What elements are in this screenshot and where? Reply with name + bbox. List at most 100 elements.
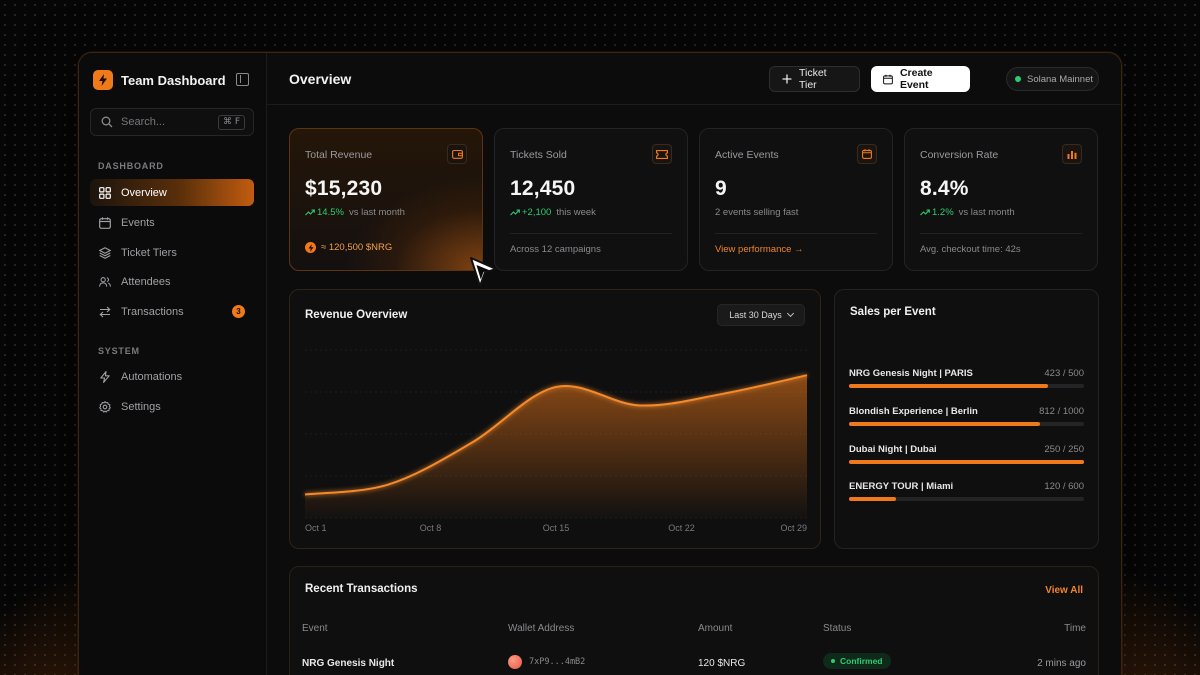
sales-event-count: 812 / 1000 <box>1039 406 1084 417</box>
topbar: Overview Ticket Tier Create Event Solana… <box>267 53 1121 105</box>
calendar-icon <box>857 144 877 164</box>
wallet-icon <box>447 144 467 164</box>
date-range-select[interactable]: Last 30 Days <box>717 304 805 326</box>
trend-up-icon: +2,100 <box>510 207 551 218</box>
section-label-system: SYSTEM <box>98 346 140 356</box>
recent-transactions-title: Recent Transactions <box>305 583 418 595</box>
sidebar-item-label: Events <box>121 216 155 229</box>
stat-trend: 1.2% vs last month <box>920 207 1015 218</box>
bar-chart-icon <box>1062 144 1082 164</box>
trend-value: 14.5% <box>317 207 344 218</box>
sidebar-item-label: Attendees <box>121 275 171 288</box>
sales-per-event-panel: Sales per Event NRG Genesis Night | PARI… <box>834 289 1099 549</box>
network-status[interactable]: Solana Mainnet <box>1006 67 1099 91</box>
grid-icon <box>99 186 111 199</box>
users-icon <box>99 276 111 288</box>
revenue-area <box>305 375 807 518</box>
x-tick-label: Oct 29 <box>780 523 807 533</box>
view-performance-link[interactable]: View performance → <box>715 244 804 255</box>
column-header-wallet[interactable]: Wallet Address <box>508 623 575 634</box>
sidebar-item-label: Transactions <box>121 305 184 318</box>
page-title: Overview <box>289 71 352 87</box>
sidebar-item-transactions[interactable]: Transactions 3 <box>90 298 254 325</box>
tx-amount: 120 $NRG <box>698 658 746 669</box>
ticket-tier-label: Ticket Tier <box>798 67 827 91</box>
sales-event-row[interactable]: NRG Genesis Night | PARIS 423 / 500 <box>849 368 1084 398</box>
tx-event: NRG Genesis Night <box>302 658 395 669</box>
sales-event-row[interactable]: ENERGY TOUR | Miami 120 / 600 <box>849 481 1084 511</box>
sidebar-collapse-icon[interactable] <box>236 73 249 86</box>
bolt-icon <box>99 370 111 383</box>
trend-value: +2,100 <box>522 207 552 218</box>
status-badge: Confirmed <box>823 653 891 669</box>
transactions-count-badge: 3 <box>232 305 245 318</box>
sales-event-row[interactable]: Dubai Night | Dubai 250 / 250 <box>849 444 1084 474</box>
sidebar-item-automations[interactable]: Automations <box>90 363 254 390</box>
date-range-label: Last 30 Days <box>729 310 782 320</box>
sidebar: Team Dashboard Search... ⌘ F DASHBOARD O… <box>79 53 267 675</box>
app-window: Team Dashboard Search... ⌘ F DASHBOARD O… <box>78 52 1122 675</box>
sales-event-count: 423 / 500 <box>1044 368 1084 379</box>
main-content: Overview Ticket Tier Create Event Solana… <box>267 53 1121 675</box>
sidebar-item-overview[interactable]: Overview <box>90 179 254 206</box>
sales-progress-fill <box>849 422 1040 426</box>
nrg-token-icon <box>305 242 316 253</box>
x-tick-label: Oct 22 <box>668 523 695 533</box>
plus-icon <box>782 74 792 84</box>
nrg-equivalent: ≈ 120,500 $NRG <box>305 242 392 253</box>
sales-event-count: 250 / 250 <box>1044 444 1084 455</box>
column-header-event[interactable]: Event <box>302 623 328 634</box>
sales-progress-fill <box>849 460 1084 464</box>
revenue-chart: Oct 1 Oct 8 Oct 15 Oct 22 Oct 29 <box>304 349 808 533</box>
column-header-status[interactable]: Status <box>823 623 852 634</box>
sales-progress-track <box>849 460 1084 464</box>
sidebar-item-label: Automations <box>121 370 183 383</box>
section-label-dashboard: DASHBOARD <box>98 161 164 171</box>
view-all-link[interactable]: View All <box>1045 585 1083 596</box>
sidebar-item-ticket-tiers[interactable]: Ticket Tiers <box>90 239 254 266</box>
search-placeholder: Search... <box>121 116 166 128</box>
sidebar-item-events[interactable]: Events <box>90 209 254 236</box>
wallet-avatar <box>508 655 522 669</box>
sales-progress-fill <box>849 497 896 501</box>
tx-wallet: 7xP9...4mB2 <box>529 657 586 667</box>
sidebar-item-attendees[interactable]: Attendees <box>90 268 254 295</box>
stat-card-tickets-sold[interactable]: Tickets Sold 12,450 +2,100 this week Acr… <box>494 128 688 271</box>
trend-value: 1.2% <box>932 207 954 218</box>
ticket-tier-button[interactable]: Ticket Tier <box>769 66 860 92</box>
create-event-button[interactable]: Create Event <box>871 66 970 92</box>
column-header-time[interactable]: Time <box>1064 623 1086 634</box>
trend-note: this week <box>556 207 596 218</box>
trend-note: vs last month <box>958 207 1015 218</box>
trend-up-icon: 14.5% <box>305 207 344 218</box>
stat-card-conversion-rate[interactable]: Conversion Rate 8.4% 1.2% vs last month … <box>904 128 1098 271</box>
stat-title: Active Events <box>715 149 779 161</box>
chevron-down-icon <box>786 309 794 318</box>
x-tick-label: Oct 8 <box>420 523 442 533</box>
mouse-cursor-icon <box>470 257 497 287</box>
card-divider <box>920 233 1082 234</box>
stat-title: Total Revenue <box>305 149 373 161</box>
create-event-label: Create Event <box>899 67 933 91</box>
search-icon <box>101 116 113 128</box>
sidebar-item-settings[interactable]: Settings <box>90 393 254 420</box>
stat-footer: Avg. checkout time: 42s <box>920 244 1021 255</box>
revenue-overview-title: Revenue Overview <box>305 309 408 321</box>
stat-card-active-events[interactable]: Active Events 9 2 events selling fast Vi… <box>699 128 893 271</box>
stat-card-total-revenue[interactable]: Total Revenue $15,230 14.5% vs last mont… <box>289 128 483 271</box>
stat-value: 9 <box>715 177 727 200</box>
recent-transactions-panel: Recent Transactions View All Event Walle… <box>289 566 1099 675</box>
column-header-amount[interactable]: Amount <box>698 623 733 634</box>
sidebar-item-label: Settings <box>121 400 161 413</box>
status-text: Confirmed <box>840 656 883 666</box>
brand-title: Team Dashboard <box>121 72 226 88</box>
tx-time: 2 mins ago <box>1037 658 1086 669</box>
stat-title: Conversion Rate <box>920 149 999 161</box>
trend-up-icon: 1.2% <box>920 207 954 218</box>
nrg-equivalent-text: ≈ 120,500 $NRG <box>321 242 393 253</box>
gear-icon <box>99 400 111 413</box>
sales-progress-track <box>849 497 1084 501</box>
sales-event-row[interactable]: Blondish Experience | Berlin 812 / 1000 <box>849 406 1084 436</box>
search-input[interactable]: Search... ⌘ F <box>90 108 254 136</box>
card-divider <box>510 233 672 234</box>
